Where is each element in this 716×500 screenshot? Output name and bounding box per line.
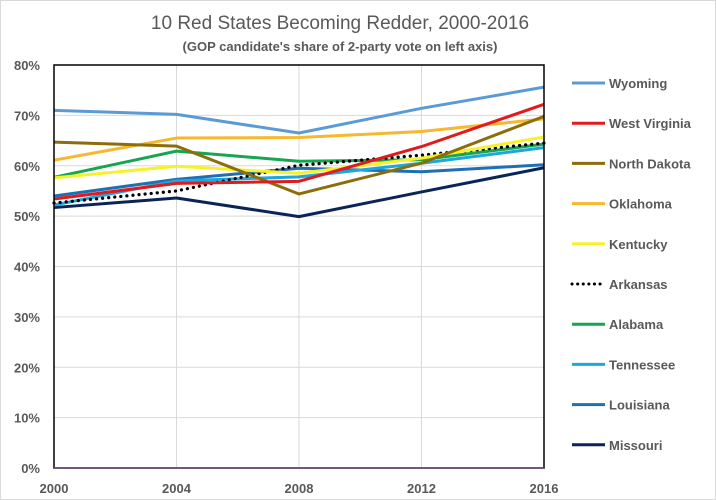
series-line-kentucky (53, 135, 545, 180)
legend-label: Arkansas (609, 277, 668, 292)
legend-item: Louisiana (572, 398, 670, 413)
y-axis-ticks: 0% 10% 20% 30% 40% 50% 60% 70% 80% (14, 58, 40, 476)
legend-label: Missouri (609, 438, 662, 453)
legend-item: West Virginia (572, 116, 692, 131)
y-tick-label: 40% (14, 260, 40, 275)
legend-item: Oklahoma (572, 197, 673, 212)
legend-item: Arkansas (570, 277, 668, 292)
legend-label: Wyoming (609, 76, 667, 91)
legend: Wyoming West Virginia North Dakota Oklahoma… (570, 76, 692, 453)
y-tick-label: 80% (14, 58, 40, 73)
x-tick-label: 2000 (40, 481, 69, 496)
legend-item: Wyoming (572, 76, 667, 91)
legend-item: Missouri (572, 438, 662, 453)
legend-label: Alabama (609, 317, 664, 332)
chart-title: 10 Red States Becoming Redder, 2000-2016 (151, 13, 529, 34)
series-line-missouri (53, 166, 545, 219)
y-tick-label: 0% (21, 461, 40, 476)
series-line-west-virginia (53, 102, 545, 201)
y-tick-label: 60% (14, 159, 40, 174)
series-line-wyoming (53, 85, 545, 135)
x-axis-ticks: 2000 2004 2008 2012 2016 (40, 481, 559, 496)
y-tick-label: 20% (14, 360, 40, 375)
series-line-louisiana (53, 163, 545, 198)
legend-label: Oklahoma (609, 197, 673, 212)
series-line-alabama (53, 142, 545, 179)
x-tick-label: 2016 (530, 481, 559, 496)
y-tick-label: 30% (14, 310, 40, 325)
legend-label: Kentucky (609, 237, 668, 252)
y-tick-label: 10% (14, 411, 40, 426)
chart-subtitle: (GOP candidate's share of 2-party vote o… (183, 39, 498, 54)
series-line-north-dakota (53, 114, 545, 196)
legend-item: Kentucky (572, 237, 668, 252)
x-tick-label: 2008 (285, 481, 314, 496)
x-tick-label: 2012 (407, 481, 436, 496)
series-lines (52, 85, 546, 219)
y-tick-label: 70% (14, 108, 40, 123)
legend-label: Tennessee (609, 357, 675, 372)
legend-label: Louisiana (609, 398, 670, 413)
legend-label: West Virginia (609, 116, 692, 131)
legend-item: North Dakota (572, 156, 691, 171)
legend-item: Tennessee (572, 357, 675, 372)
legend-label: North Dakota (609, 156, 691, 171)
x-tick-label: 2004 (162, 481, 192, 496)
y-tick-label: 50% (14, 209, 40, 224)
legend-item: Alabama (572, 317, 664, 332)
